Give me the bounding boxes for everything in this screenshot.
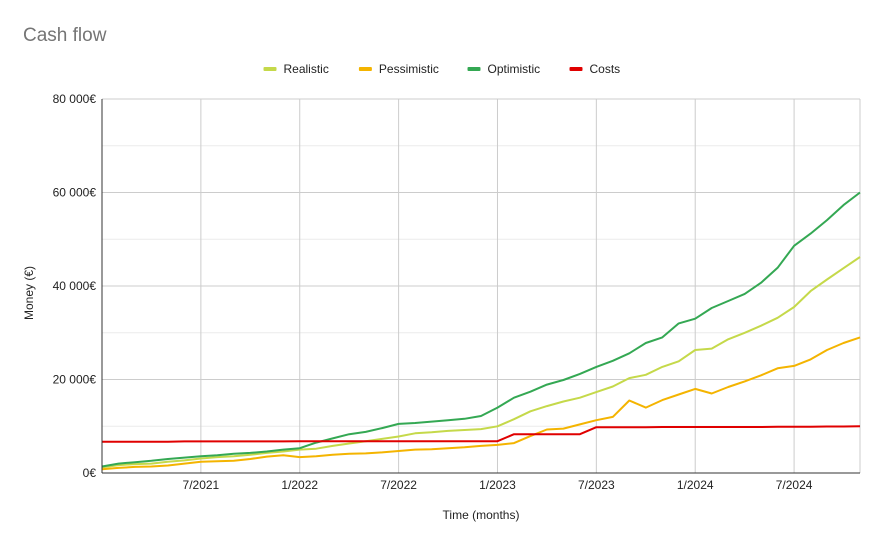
legend-swatch-realistic — [263, 67, 277, 71]
legend-label-costs: Costs — [590, 62, 621, 76]
y-tick-label: 0€ — [83, 466, 97, 480]
series-line-costs — [102, 425, 861, 443]
chart-title: Cash flow — [23, 25, 107, 46]
legend-label-realistic: Realistic — [284, 62, 329, 76]
legend-label-pessimistic: Pessimistic — [379, 62, 439, 76]
x-tick-label: 7/2022 — [380, 478, 417, 492]
x-tick-label: 7/2024 — [776, 478, 813, 492]
gridlines — [102, 98, 861, 473]
y-tick-labels: 0€ 20 000€ 40 000€ 60 000€ 80 000€ — [53, 92, 97, 480]
axes — [101, 99, 860, 474]
legend-swatch-optimistic — [467, 67, 481, 71]
y-tick-label: 60 000€ — [53, 186, 97, 200]
series-line-optimistic — [101, 191, 861, 468]
legend-item-realistic[interactable]: Realistic — [263, 62, 329, 76]
legend-item-optimistic[interactable]: Optimistic — [467, 62, 541, 76]
x-tick-label: 7/2021 — [183, 478, 220, 492]
legend-item-costs[interactable]: Costs — [569, 62, 621, 76]
legend-label-optimistic: Optimistic — [488, 62, 541, 76]
y-axis-title: Money (€) — [22, 266, 36, 320]
series-line-pessimistic — [101, 336, 861, 471]
legend-swatch-pessimistic — [358, 67, 372, 71]
x-tick-label: 1/2022 — [281, 478, 318, 492]
x-tick-labels: 7/2021 1/2022 7/2022 1/2023 7/2023 1/2024 7/20… — [183, 478, 813, 492]
legend-swatch-costs — [569, 67, 583, 71]
y-tick-label: 40 000€ — [53, 279, 97, 293]
y-tick-label: 20 000€ — [53, 373, 97, 387]
y-tick-label: 80 000€ — [53, 92, 97, 106]
chart-legend: Realistic Pessimistic Optimistic Costs — [263, 62, 621, 76]
legend-item-pessimistic[interactable]: Pessimistic — [358, 62, 439, 76]
x-tick-label: 1/2023 — [479, 478, 516, 492]
series-line-realistic — [101, 256, 861, 469]
series-lines — [101, 191, 861, 471]
x-axis-title: Time (months) — [443, 508, 520, 522]
x-tick-label: 1/2024 — [677, 478, 714, 492]
x-tick-label: 7/2023 — [578, 478, 615, 492]
